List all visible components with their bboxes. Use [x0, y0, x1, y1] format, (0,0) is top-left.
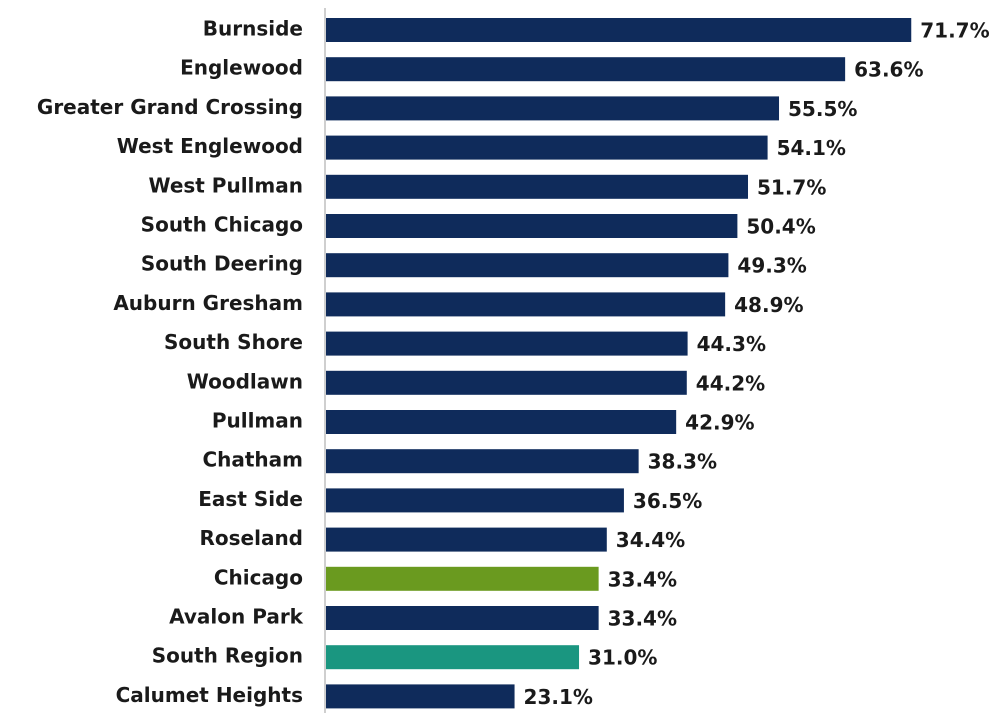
bar: [326, 135, 768, 160]
value-label: 63.6%: [854, 58, 923, 82]
bar: [326, 18, 912, 42]
value-label: 23.1%: [524, 685, 593, 709]
value-label: 71.7%: [920, 19, 989, 43]
value-label: 33.4%: [608, 607, 677, 631]
value-label: 33.4%: [608, 567, 677, 591]
bar: [326, 449, 639, 474]
category-label: South Chicago: [141, 213, 303, 237]
bar: [326, 527, 607, 552]
bar: [326, 214, 738, 238]
category-label: Calumet Heights: [116, 683, 303, 707]
category-label: South Shore: [164, 330, 303, 354]
bar: [326, 684, 515, 709]
category-label: Chicago: [214, 565, 303, 589]
bar: [326, 96, 780, 121]
bar: [326, 606, 599, 630]
value-label: 51.7%: [757, 175, 826, 199]
category-label: Avalon Park: [169, 605, 304, 629]
category-label: South Deering: [141, 252, 303, 276]
value-label: 44.2%: [696, 371, 765, 395]
category-label: Woodlawn: [187, 369, 303, 393]
bar: [326, 292, 726, 317]
bar: [326, 174, 749, 199]
value-label: 42.9%: [685, 411, 754, 435]
bar: [326, 488, 624, 513]
category-label: Englewood: [180, 56, 303, 80]
category-label: West Englewood: [117, 134, 303, 158]
category-label: East Side: [198, 487, 303, 511]
value-label: 38.3%: [648, 450, 717, 474]
category-label: Roseland: [199, 526, 303, 550]
category-label: South Region: [152, 644, 303, 668]
value-label: 55.5%: [788, 97, 857, 121]
bar: [326, 331, 688, 356]
bar: [326, 645, 580, 670]
bar: [326, 253, 729, 278]
value-label: 44.3%: [697, 332, 766, 356]
category-label: Burnside: [203, 17, 303, 41]
value-label: 54.1%: [777, 136, 846, 160]
value-label: 50.4%: [746, 215, 815, 239]
category-label: Greater Grand Crossing: [37, 95, 303, 119]
category-label: Chatham: [202, 448, 303, 472]
bar: [326, 370, 687, 395]
value-label: 31.0%: [588, 646, 657, 670]
value-label: 36.5%: [633, 489, 702, 513]
value-label: 34.4%: [616, 528, 685, 552]
value-label: 49.3%: [737, 254, 806, 278]
bar: [326, 566, 599, 591]
category-label: West Pullman: [148, 173, 303, 197]
value-label: 48.9%: [734, 293, 803, 317]
category-label: Pullman: [212, 409, 303, 433]
bar: [326, 57, 846, 82]
category-label: Auburn Gresham: [113, 291, 303, 315]
bar: [326, 410, 677, 434]
